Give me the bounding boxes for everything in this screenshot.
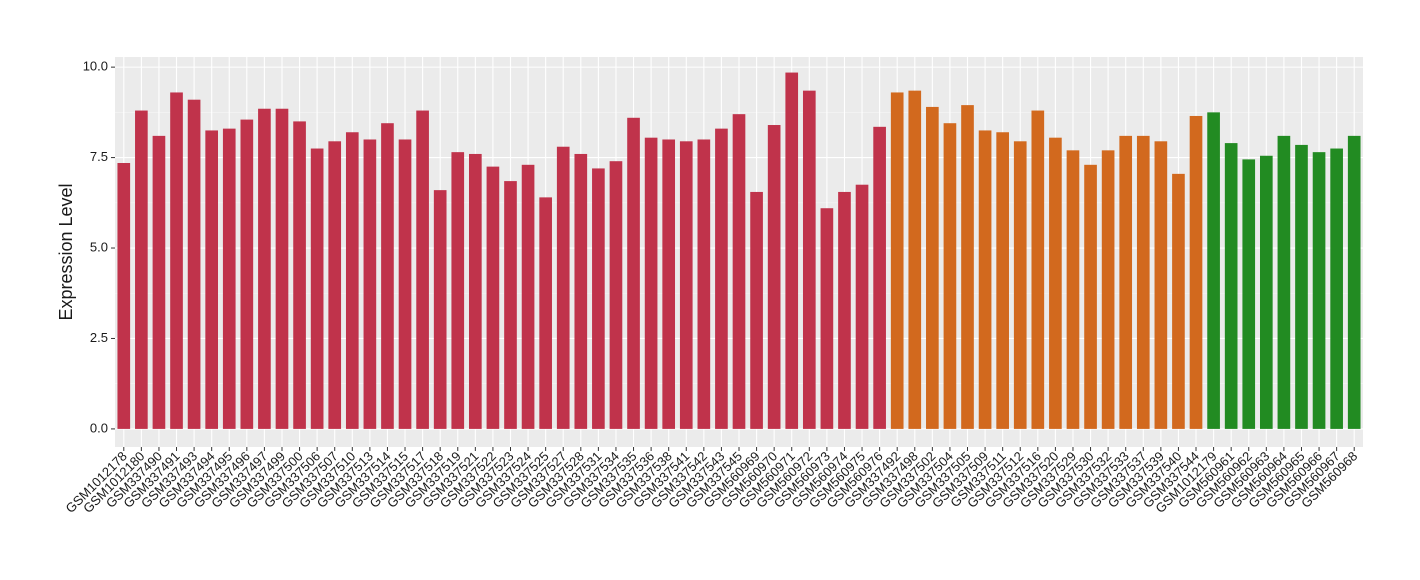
- bar: [785, 72, 799, 429]
- bar: [117, 163, 131, 429]
- bar: [961, 105, 974, 429]
- y-tick-label: 2.5: [90, 330, 108, 345]
- bar: [1277, 135, 1291, 429]
- bar: [1154, 141, 1168, 429]
- bar: [1101, 150, 1115, 429]
- bar: [732, 114, 746, 429]
- bar: [1049, 137, 1062, 429]
- bar: [1242, 159, 1256, 429]
- bar: [890, 92, 904, 429]
- bar: [978, 130, 992, 429]
- bar: [697, 139, 711, 429]
- bar: [170, 92, 183, 429]
- bar: [1224, 143, 1238, 429]
- bar: [873, 126, 886, 429]
- bar: [574, 153, 588, 429]
- bar: [679, 141, 693, 429]
- bar: [1312, 152, 1326, 429]
- bar: [328, 141, 342, 429]
- bar: [820, 208, 834, 429]
- bar: [240, 119, 254, 429]
- bar: [363, 139, 377, 429]
- bar: [275, 108, 289, 429]
- y-tick-label: 5.0: [90, 239, 108, 254]
- bar: [1259, 155, 1273, 429]
- bar: [1013, 141, 1027, 429]
- bar: [855, 184, 869, 429]
- bar: [310, 148, 324, 429]
- bar: [1136, 135, 1150, 429]
- bar: [996, 132, 1009, 429]
- bar: [416, 110, 429, 429]
- bar: [1330, 148, 1343, 429]
- bar: [345, 132, 359, 429]
- bar: [222, 128, 236, 429]
- bar: [1066, 150, 1080, 429]
- bar: [767, 125, 781, 429]
- bar: [1347, 135, 1361, 429]
- bar: [398, 139, 412, 429]
- bar: [521, 164, 535, 429]
- bar: [627, 117, 640, 429]
- bar: [486, 166, 500, 429]
- bar: [662, 139, 676, 429]
- bar: [258, 108, 271, 429]
- bar: [750, 191, 763, 429]
- bar: [838, 191, 851, 429]
- bar: [1172, 173, 1185, 429]
- y-axis-title: Expression Level: [56, 183, 76, 320]
- bar: [187, 99, 201, 429]
- y-tick-label: 7.5: [90, 149, 108, 164]
- bar: [908, 90, 922, 429]
- bar: [556, 146, 570, 429]
- bar: [539, 197, 552, 429]
- bar: [926, 106, 939, 429]
- bar: [504, 181, 517, 429]
- bar: [451, 152, 465, 429]
- bar: [1295, 144, 1308, 429]
- bar: [1119, 135, 1133, 429]
- bar: [1084, 164, 1097, 429]
- y-tick-label: 10.0: [83, 59, 108, 74]
- bar: [1207, 112, 1220, 429]
- bar: [1031, 110, 1045, 429]
- bar: [715, 128, 728, 429]
- bar: [644, 137, 658, 429]
- bar: [1189, 115, 1203, 429]
- bar: [469, 153, 482, 429]
- bar: [205, 130, 219, 429]
- y-tick-label: 0.0: [90, 420, 108, 435]
- bar: [381, 123, 394, 429]
- bar: [152, 135, 166, 429]
- bar: [433, 190, 447, 429]
- bar: [592, 168, 605, 429]
- bar: [135, 110, 148, 429]
- bar: [293, 121, 306, 429]
- bar: [802, 90, 816, 429]
- bar: [609, 161, 623, 429]
- bar: [943, 123, 957, 429]
